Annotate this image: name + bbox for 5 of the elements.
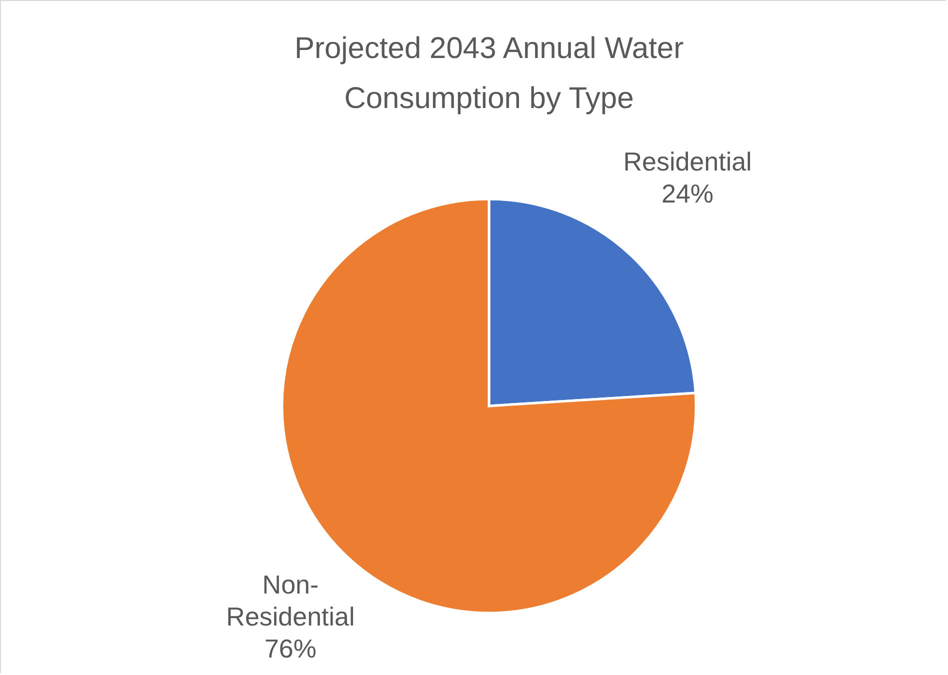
chart-title: Projected 2043 Annual Water Consumption by Type xyxy=(294,32,684,115)
slice-label: Non-Residential xyxy=(226,569,355,632)
data-label: 24% xyxy=(661,178,714,209)
slice-label: Residential xyxy=(623,146,752,177)
data-label: 76% xyxy=(264,633,317,664)
